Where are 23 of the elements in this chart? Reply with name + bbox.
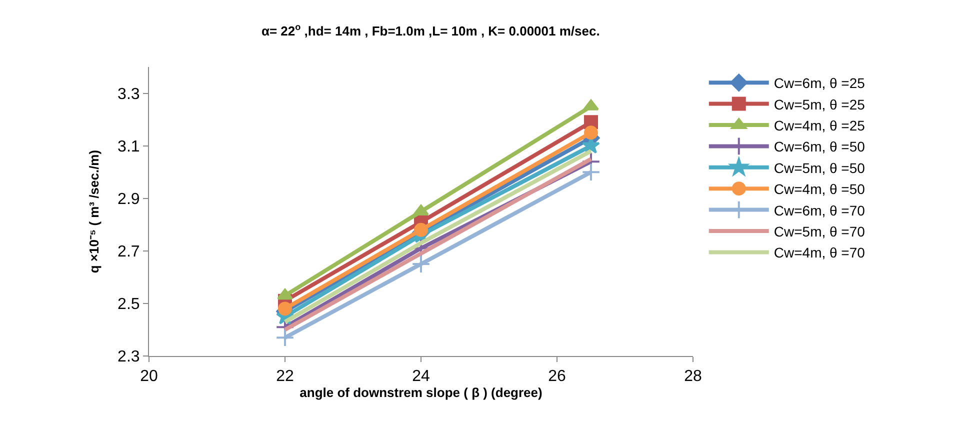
y-axis-title: q ×10⁻⁵ ( m³ /sec./m) bbox=[86, 150, 102, 274]
y-tick-label: 2.5 bbox=[118, 296, 140, 314]
x-axis-title: angle of downstrem slope ( β ) (degree) bbox=[300, 385, 542, 400]
y-tick-label: 2.7 bbox=[118, 244, 140, 261]
legend-label: Cw=6m, θ =70 bbox=[774, 202, 866, 218]
legend-label: Cw=5m, θ =70 bbox=[774, 223, 866, 240]
y-tick-label: 2.9 bbox=[118, 190, 140, 208]
legend-label: Cw=4m, θ =70 bbox=[774, 244, 866, 261]
legend-label: Cw=4m, θ =25 bbox=[774, 117, 866, 134]
legend-label: Cw=6m, θ =25 bbox=[774, 75, 866, 92]
y-tick-label: 3.1 bbox=[118, 138, 140, 156]
chart-title: α= 22$^{o}$ ,hd= 14m , Fb=1.0m ,L= 10m , K= 0.00001 m/sec. bbox=[261, 22, 600, 38]
y-tick-label: 2.3 bbox=[118, 348, 140, 366]
legend-label: Cw=5m, θ =25 bbox=[774, 96, 866, 112]
x-tick-label: 24 bbox=[412, 368, 430, 386]
legend-label: Cw=5m, θ =50 bbox=[774, 160, 866, 176]
legend-label: Cw=4m, θ =50 bbox=[774, 181, 866, 198]
x-tick-label: 26 bbox=[548, 368, 566, 386]
x-tick-label: 28 bbox=[684, 368, 702, 386]
x-tick-label: 20 bbox=[140, 368, 158, 386]
y-tick-label: 3.3 bbox=[118, 86, 140, 103]
x-tick-label: 22 bbox=[276, 368, 294, 386]
legend-label: Cw=6m, θ =50 bbox=[774, 138, 866, 155]
